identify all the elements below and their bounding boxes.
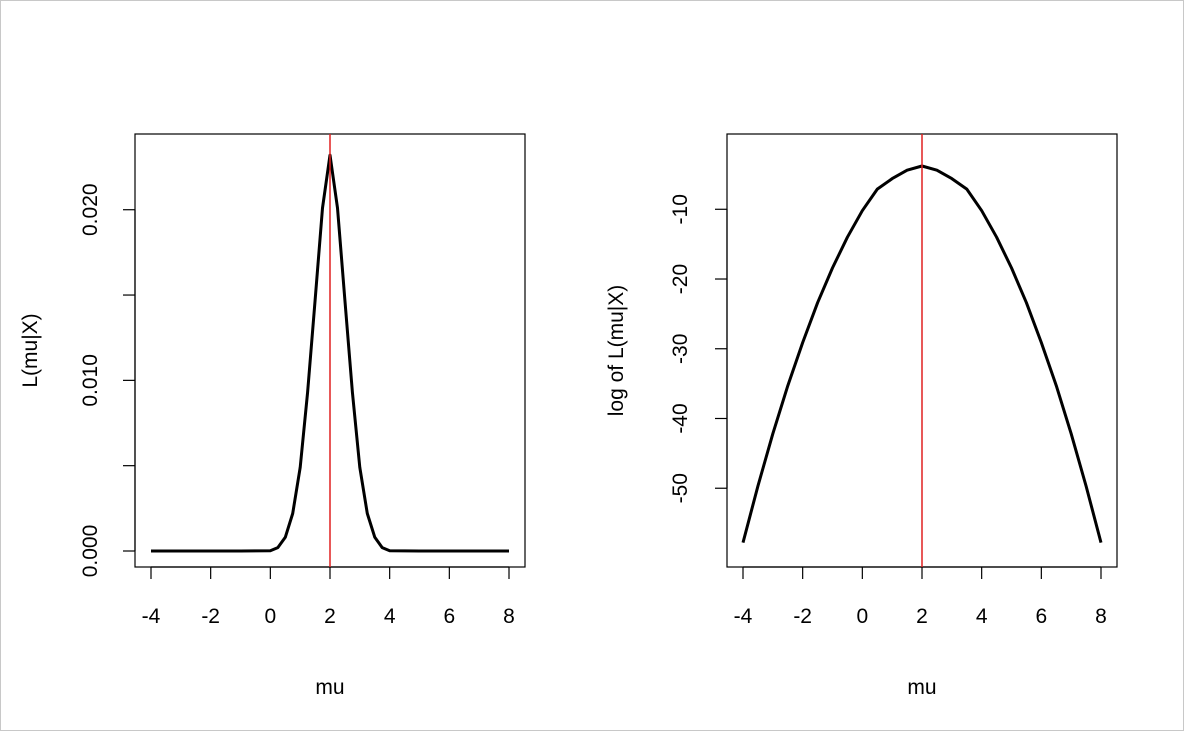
y-tick-label: -10 (669, 194, 692, 224)
x-tick-label: -4 (142, 605, 161, 628)
x-tick-label: 6 (443, 605, 455, 628)
x-tick-label: 4 (976, 605, 988, 628)
x-tick-label: 2 (324, 605, 336, 628)
x-tick-label: -4 (734, 605, 753, 628)
y-axis-title: L(mu|X) (19, 313, 42, 387)
x-tick-label: -2 (201, 605, 220, 628)
x-axis: -4 -2 0 2 4 6 8 (142, 566, 515, 628)
x-tick-label: 2 (916, 605, 928, 628)
chart-panel-1: -4 -2 0 2 4 6 8 mu 0.000 0.010 0.020 L(mu|X) (19, 133, 526, 699)
x-tick-label: 8 (1095, 605, 1107, 628)
x-axis-title: mu (907, 676, 936, 699)
x-tick-label: 8 (503, 605, 515, 628)
y-axis-title: log of L(mu|X) (605, 285, 628, 417)
y-tick-label: 0.020 (79, 183, 102, 236)
x-tick-label: 4 (384, 605, 396, 628)
y-tick-label: -20 (669, 264, 692, 294)
y-tick-label: -50 (669, 473, 692, 503)
y-axis: -50 -40 -30 -20 -10 (669, 194, 728, 503)
x-tick-label: -2 (793, 605, 812, 628)
y-tick-label: 0.010 (79, 354, 102, 407)
x-axis-title: mu (315, 676, 344, 699)
y-tick-label: 0.000 (79, 525, 102, 578)
x-axis: -4 -2 0 2 4 6 8 (734, 566, 1107, 628)
x-tick-label: 6 (1035, 605, 1047, 628)
y-tick-label: -30 (669, 334, 692, 364)
x-tick-label: 0 (856, 605, 868, 628)
y-tick-label: -40 (669, 403, 692, 433)
x-tick-label: 0 (264, 605, 276, 628)
y-axis: 0.000 0.010 0.020 (79, 183, 136, 578)
